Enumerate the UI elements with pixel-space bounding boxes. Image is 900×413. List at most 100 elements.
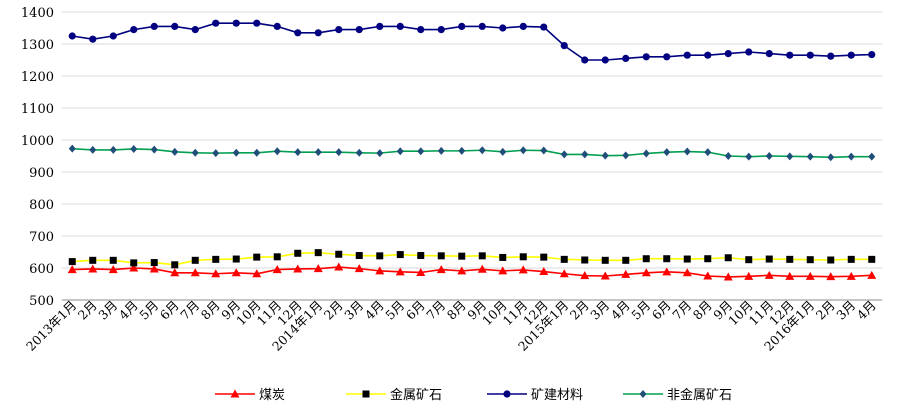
- data-point: [745, 48, 753, 56]
- data-point: [396, 251, 404, 259]
- data-point: [663, 255, 671, 263]
- data-point: [560, 150, 568, 159]
- data-point: [150, 22, 158, 30]
- data-point: [703, 271, 713, 280]
- data-point: [477, 264, 487, 273]
- data-point: [457, 266, 467, 275]
- data-point: [191, 256, 199, 264]
- y-tick-label: 600: [29, 262, 54, 277]
- data-point: [68, 258, 76, 266]
- series-line: [72, 266, 872, 278]
- data-point: [519, 253, 527, 261]
- data-point: [540, 253, 548, 261]
- data-point: [232, 148, 240, 157]
- data-point: [580, 271, 590, 280]
- data-point: [273, 253, 281, 261]
- data-point: [149, 264, 159, 273]
- legend-label: 非金属矿石: [667, 387, 732, 403]
- data-point: [354, 264, 364, 273]
- legend-swatch-marker: [362, 390, 370, 398]
- data-point: [499, 253, 507, 261]
- data-point: [499, 24, 507, 32]
- data-point: [622, 256, 630, 264]
- y-axis-tick-labels: 500 600 700 800 900 1000 1100 1200 1300 1400: [21, 6, 54, 309]
- data-point: [416, 267, 426, 276]
- data-point: [294, 29, 302, 37]
- data-point: [601, 256, 609, 264]
- data-point: [560, 255, 568, 263]
- data-point: [662, 267, 672, 276]
- data-point: [458, 22, 466, 30]
- series-line: [72, 147, 872, 159]
- data-point: [683, 51, 691, 59]
- data-point: [683, 255, 691, 263]
- y-tick-label: 700: [29, 230, 54, 245]
- data-point: [745, 152, 753, 161]
- data-point: [806, 152, 814, 161]
- data-point: [150, 145, 158, 154]
- data-point: [253, 253, 261, 261]
- data-point: [437, 252, 445, 260]
- series-line: [72, 251, 872, 266]
- data-point: [314, 249, 322, 257]
- data-point: [827, 153, 835, 162]
- legend-item: 金属矿石: [346, 387, 442, 403]
- legend: 煤炭 金属矿石 矿建材料 非金属矿石: [215, 387, 732, 403]
- data-point: [867, 270, 877, 279]
- data-point: [478, 22, 486, 30]
- data-point: [130, 144, 138, 153]
- data-point: [827, 256, 835, 264]
- data-point: [67, 265, 77, 274]
- data-point: [436, 265, 446, 274]
- data-point: [314, 29, 322, 37]
- series-group: [67, 19, 877, 281]
- legend-swatch-marker: [230, 389, 240, 398]
- data-point: [560, 42, 568, 50]
- data-point: [171, 261, 179, 269]
- data-point: [458, 252, 466, 260]
- data-point: [663, 148, 671, 157]
- data-point: [581, 56, 589, 64]
- y-tick-label: 900: [29, 166, 54, 181]
- data-point: [313, 264, 323, 273]
- data-point: [417, 26, 425, 34]
- data-point: [68, 144, 76, 153]
- data-point: [581, 256, 589, 264]
- legend-item: 煤炭: [215, 388, 285, 403]
- data-point: [376, 22, 384, 30]
- data-point: [191, 148, 199, 157]
- legend-item: 非金属矿石: [623, 387, 732, 403]
- data-point: [539, 267, 549, 276]
- data-point: [642, 255, 650, 263]
- data-point: [540, 146, 548, 155]
- legend-swatch-marker: [639, 390, 647, 398]
- data-point: [600, 271, 610, 280]
- data-point: [334, 262, 344, 271]
- data-point: [847, 255, 855, 263]
- data-point: [294, 148, 302, 157]
- legend-item: 矿建材料: [487, 388, 583, 403]
- data-point: [417, 147, 425, 156]
- data-point: [540, 23, 548, 31]
- data-point: [765, 50, 773, 58]
- data-point: [212, 19, 220, 27]
- data-point: [190, 268, 200, 277]
- data-point: [559, 269, 569, 278]
- data-point: [683, 147, 691, 156]
- data-point: [622, 54, 630, 63]
- data-point: [231, 268, 241, 277]
- data-point: [376, 149, 384, 158]
- data-point: [682, 268, 692, 277]
- y-tick-label: 1100: [21, 102, 54, 117]
- y-tick-label: 1300: [21, 38, 54, 53]
- data-point: [827, 52, 835, 60]
- x-axis-tick-labels: 2013年1月2月3月4月5月6月7月8月9月10月11月12月2014年1月2…: [23, 298, 879, 354]
- data-point: [745, 256, 753, 264]
- data-point: [519, 146, 527, 155]
- legend-label: 金属矿石: [390, 387, 442, 403]
- data-point: [89, 145, 97, 154]
- data-point: [478, 252, 486, 260]
- data-point: [641, 268, 651, 277]
- data-point: [171, 22, 179, 30]
- data-point: [108, 265, 118, 274]
